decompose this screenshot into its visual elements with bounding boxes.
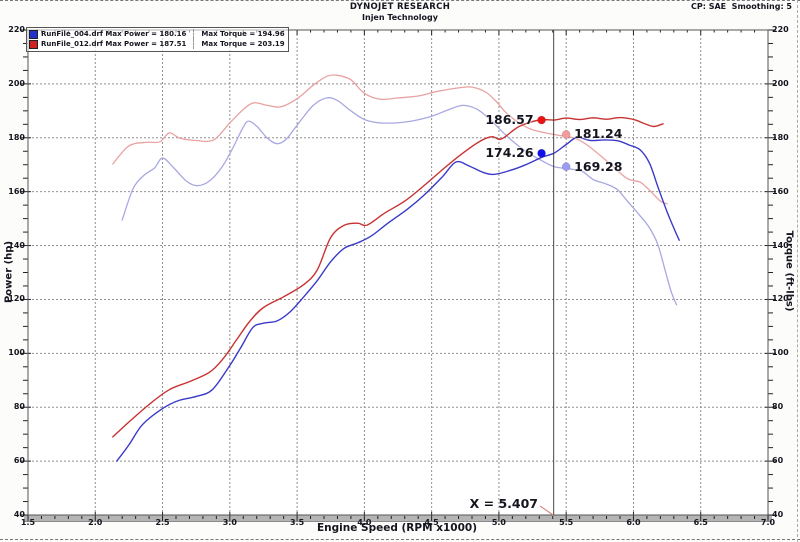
cursor-marker-dot-186.57 <box>537 115 546 125</box>
curve-runfile-004-power-hp- <box>116 136 680 462</box>
cursor-pointer-line <box>539 505 554 516</box>
legend-swatch-blue-icon <box>29 29 38 39</box>
cursor-marker-dot-181.24 <box>561 130 571 139</box>
legend-file-name: RunFile_012.drf <box>41 40 103 48</box>
dyno-curves <box>112 74 680 462</box>
legend-max-power: Max Power = 187.51 <box>105 40 187 48</box>
legend-max-torque: Max Torque = 194.96 <box>193 29 285 39</box>
legend-file-name: RunFile_004.drf <box>41 30 103 38</box>
legend-row-runfile-004: RunFile_004.drf Max Power = 180.16 Max T… <box>29 29 285 39</box>
curve-runfile-012-power-hp- <box>112 116 664 438</box>
cursor-marker-dot-169.28 <box>561 162 571 171</box>
legend-swatch-red-icon <box>29 39 38 49</box>
axis-base-bar <box>24 515 772 521</box>
company-subtitle: Injen Technology <box>362 13 438 22</box>
plot-border <box>27 29 769 516</box>
plot-background <box>28 30 768 515</box>
legend-row-runfile-012: RunFile_012.drf Max Power = 187.51 Max T… <box>29 39 285 49</box>
legend: RunFile_004.drf Max Power = 180.16 Max T… <box>26 27 289 52</box>
legend-max-power: Max Power = 180.16 <box>105 30 187 38</box>
curve-runfile-004-torque-ft-lbs- <box>121 97 678 306</box>
cursor-marker-dot-174.26 <box>537 148 546 158</box>
brand-title: DYNOJET RESEARCH <box>349 2 451 12</box>
curve-runfile-012-torque-ft-lbs- <box>112 74 668 205</box>
smoothing-settings-readout: CP: SAE Smoothing: 5 <box>690 2 792 11</box>
legend-max-torque: Max Torque = 203.19 <box>193 39 285 49</box>
gridlines <box>28 30 768 515</box>
